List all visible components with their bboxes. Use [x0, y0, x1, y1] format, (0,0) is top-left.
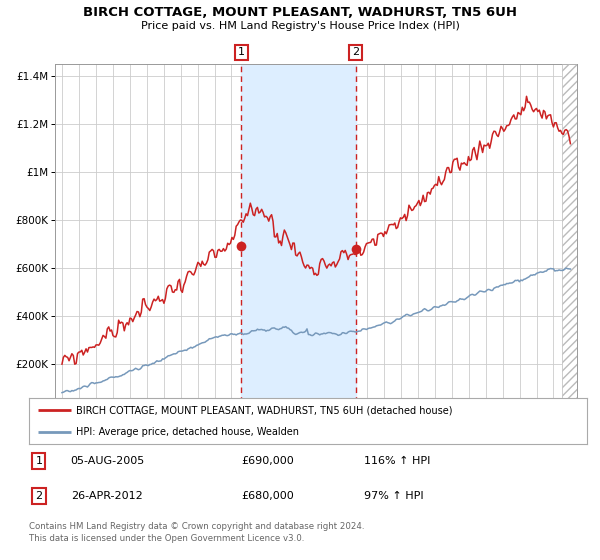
Text: £690,000: £690,000 — [241, 456, 293, 466]
Text: 1: 1 — [35, 456, 43, 466]
Bar — [241, 64, 356, 412]
Text: 116% ↑ HPI: 116% ↑ HPI — [364, 456, 430, 466]
Text: BIRCH COTTAGE, MOUNT PLEASANT, WADHURST, TN5 6UH (detached house): BIRCH COTTAGE, MOUNT PLEASANT, WADHURST,… — [76, 405, 453, 416]
Text: 2: 2 — [35, 491, 43, 501]
Bar — [562, 64, 577, 412]
Text: BIRCH COTTAGE, MOUNT PLEASANT, WADHURST, TN5 6UH: BIRCH COTTAGE, MOUNT PLEASANT, WADHURST,… — [83, 6, 517, 18]
Text: Price paid vs. HM Land Registry's House Price Index (HPI): Price paid vs. HM Land Registry's House … — [140, 21, 460, 31]
Text: 26-APR-2012: 26-APR-2012 — [71, 491, 142, 501]
Text: Contains HM Land Registry data © Crown copyright and database right 2024.
This d: Contains HM Land Registry data © Crown c… — [29, 522, 364, 543]
Text: 2: 2 — [352, 48, 359, 58]
Text: 97% ↑ HPI: 97% ↑ HPI — [364, 491, 423, 501]
Bar — [562, 64, 577, 412]
Text: £680,000: £680,000 — [241, 491, 293, 501]
Text: 1: 1 — [238, 48, 245, 58]
Text: 05-AUG-2005: 05-AUG-2005 — [71, 456, 145, 466]
Text: HPI: Average price, detached house, Wealden: HPI: Average price, detached house, Weal… — [76, 427, 299, 437]
